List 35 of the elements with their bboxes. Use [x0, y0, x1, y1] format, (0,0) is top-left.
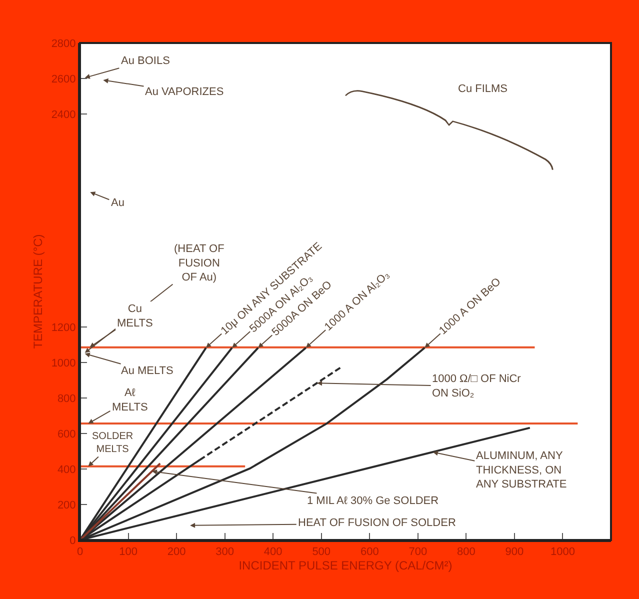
- y-tick-label: 400: [57, 464, 76, 476]
- x-tick-label: 1000: [550, 546, 575, 558]
- annotation: ALUMINUM, ANY THICKNESS, ON ANY SUBSTRATE: [476, 450, 567, 491]
- x-tick-label: 600: [360, 546, 379, 558]
- x-tick-label: 300: [216, 546, 234, 558]
- annotation: 1000 Ω/□ OF NiCr ON SiO₂: [432, 373, 522, 400]
- y-tick-label: 1000: [51, 357, 76, 370]
- annotation: (HEAT OF FUSION OF Au): [174, 243, 225, 284]
- annotation: Au MELTS: [121, 365, 174, 377]
- x-tick-label: 900: [505, 546, 524, 558]
- y-tick-label: 1200: [51, 322, 76, 334]
- y-tick-label: 2400: [51, 108, 76, 121]
- x-tick-label: 100: [119, 546, 138, 558]
- x-tick-label: 800: [457, 546, 476, 558]
- annotation: Aℓ MELTS: [112, 387, 148, 414]
- x-tick-label: 400: [264, 546, 282, 558]
- annotation: Au: [111, 197, 124, 209]
- y-tick-label: 0: [70, 534, 76, 547]
- annotation: HEAT OF FUSION OF SOLDER: [298, 517, 456, 529]
- annotation: 1 MIL Aℓ 30% Ge SOLDER: [307, 495, 439, 507]
- annotation: Cu MELTS: [117, 303, 153, 330]
- y-tick-label: 2600: [51, 73, 76, 86]
- y-tick-label: 600: [57, 428, 76, 440]
- x-tick-label: 500: [312, 546, 331, 558]
- x-tick-label: 200: [167, 546, 186, 558]
- y-tick-label: 2800: [51, 38, 76, 50]
- y-tick-label: 800: [57, 392, 76, 405]
- annotation: Cu FILMS: [458, 83, 508, 95]
- y-axis-title: TEMPERATURE (°C): [31, 234, 46, 349]
- annotation: Au BOILS: [121, 55, 170, 67]
- annotation: Au VAPORIZES: [145, 86, 224, 98]
- x-tick-label: 700: [408, 546, 428, 558]
- x-axis-title: INCIDENT PULSE ENERGY (CAL/CM²): [238, 558, 452, 573]
- y-tick-label: 200: [57, 499, 76, 512]
- annotation: SOLDER MELTS: [92, 431, 134, 455]
